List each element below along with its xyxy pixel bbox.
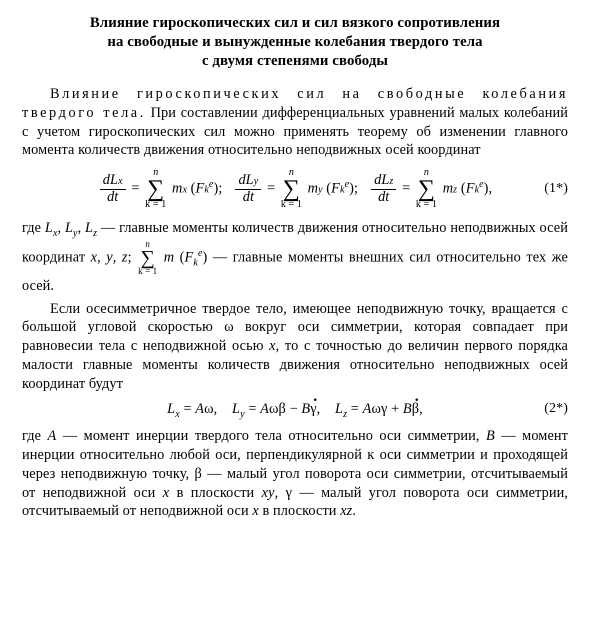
eq1-number: (1*) bbox=[544, 180, 568, 198]
page-title: Влияние гироскопических сил и сил вязког… bbox=[22, 14, 568, 71]
eq2-number: (2*) bbox=[544, 400, 568, 418]
equation-1: dLxdt = n∑k = 1 mx (Fke); dLydt = n∑k = … bbox=[22, 168, 568, 211]
paragraph-2: где Lx, Ly, Lz — главные моменты количес… bbox=[22, 219, 568, 296]
paragraph-1: Влияние гироскопических сил на свободные… bbox=[22, 85, 568, 160]
paragraph-3: Если осесимметричное твердое тело, имеющ… bbox=[22, 300, 568, 394]
eq1-body: dLxdt = n∑k = 1 mx (Fke); dLydt = n∑k = … bbox=[98, 168, 492, 211]
equation-2: Lx = Aω, Ly = Aωβ − Bγ, Lz = Aωγ + Bβ, (… bbox=[22, 400, 568, 421]
title-line-1: Влияние гироскопических сил и сил вязког… bbox=[90, 15, 500, 31]
paragraph-4: где A — момент инерции твердого тела отн… bbox=[22, 427, 568, 521]
eq2-body: Lx = Aω, Ly = Aωβ − Bγ, Lz = Aωγ + Bβ, bbox=[167, 401, 423, 417]
title-line-3: с двумя степенями свободы bbox=[202, 53, 388, 69]
title-line-2: на свободные и вынужденные колебания тве… bbox=[107, 34, 482, 50]
